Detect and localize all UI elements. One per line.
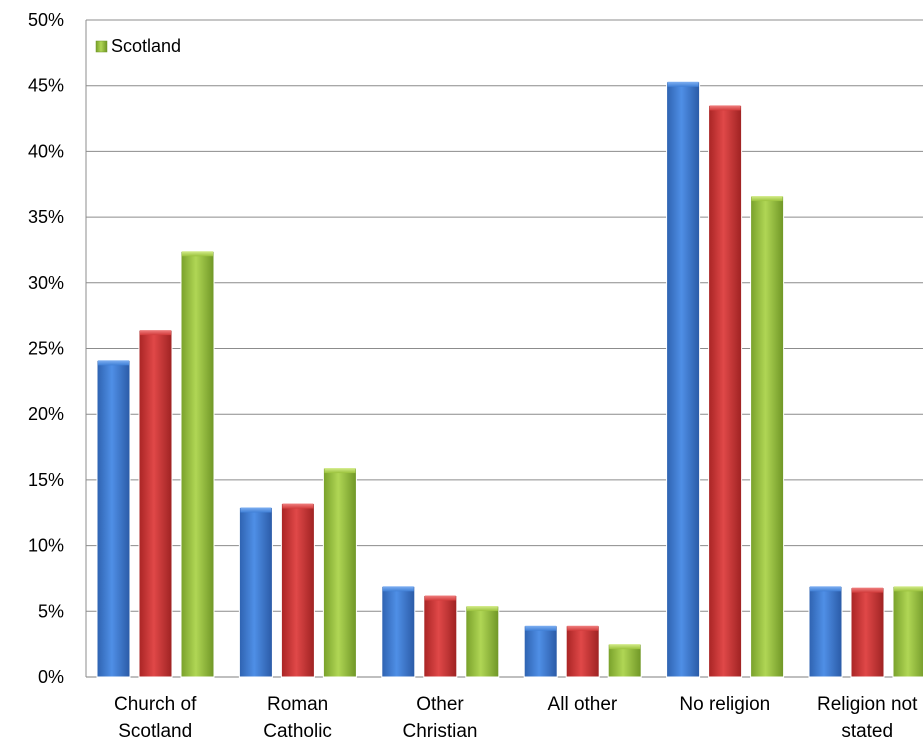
x-tick-label: All other xyxy=(548,694,618,715)
y-tick-label: 40% xyxy=(28,141,64,161)
bar-body xyxy=(423,595,458,678)
bar-body xyxy=(280,503,315,678)
bar-cap xyxy=(751,196,783,202)
bar-body xyxy=(708,104,743,678)
bar-body xyxy=(322,467,357,678)
bar-cap xyxy=(282,503,314,509)
bar-cap xyxy=(240,507,272,513)
bar-body xyxy=(238,506,273,678)
bar xyxy=(381,585,416,678)
bar-cap xyxy=(466,606,498,612)
bar xyxy=(138,329,173,678)
bar-cap xyxy=(382,586,414,592)
bar-body xyxy=(607,643,642,678)
bar xyxy=(423,595,458,678)
legend-swatch xyxy=(95,40,108,53)
bar-cap xyxy=(525,625,557,631)
y-axis-ticks: 0% 5% 10% 15% 20% 25% 30% 35% 40% 45% 50% xyxy=(28,10,64,687)
bar-body xyxy=(666,81,701,678)
bar xyxy=(708,104,743,678)
x-axis-labels: Church of Scotland Roman Catholic Other Chris… xyxy=(114,694,918,742)
bar-body xyxy=(808,585,843,678)
x-tick-label: Scotland xyxy=(118,721,192,742)
bar-body xyxy=(381,585,416,678)
bar xyxy=(523,625,558,678)
x-tick-label: No religion xyxy=(679,694,770,715)
legend-label: Scotland xyxy=(111,36,181,56)
bar xyxy=(892,585,923,678)
y-tick-label: 50% xyxy=(28,10,64,30)
bar-body xyxy=(565,625,600,678)
y-tick-label: 30% xyxy=(28,273,64,293)
bar-cap xyxy=(852,587,883,593)
bar xyxy=(465,605,500,678)
y-tick-label: 5% xyxy=(38,601,64,621)
bar-body xyxy=(850,587,885,678)
x-tick-label: Other xyxy=(416,694,464,715)
bar xyxy=(750,195,785,678)
legend: Scotland xyxy=(95,36,181,56)
y-tick-label: 35% xyxy=(28,207,64,227)
x-tick-label: Roman xyxy=(267,694,328,715)
bar-body xyxy=(180,250,215,678)
bar-cap xyxy=(810,586,841,592)
bar xyxy=(238,506,273,678)
x-tick-label: Church of xyxy=(114,694,197,715)
y-tick-label: 45% xyxy=(28,76,64,96)
bar xyxy=(808,585,843,678)
bar-cap xyxy=(667,81,699,87)
y-tick-label: 25% xyxy=(28,339,64,359)
x-tick-label: stated xyxy=(841,721,893,742)
bar-cap xyxy=(709,105,741,111)
bar-cap xyxy=(567,625,599,631)
bar xyxy=(666,81,701,678)
bar-cap xyxy=(424,595,456,601)
y-tick-label: 0% xyxy=(38,667,64,687)
bar xyxy=(565,625,600,678)
bar-cap xyxy=(609,644,641,650)
bar-body xyxy=(465,605,500,678)
bar xyxy=(96,359,131,678)
bar-body xyxy=(96,359,131,678)
bar xyxy=(607,643,642,678)
bar-cap xyxy=(98,360,129,366)
bar-body xyxy=(138,329,173,678)
x-tick-label: Christian xyxy=(403,721,478,742)
bar xyxy=(850,587,885,678)
bar-body xyxy=(523,625,558,678)
y-tick-label: 15% xyxy=(28,470,64,490)
bar-cap xyxy=(140,330,171,336)
bar-body xyxy=(750,195,785,678)
y-tick-label: 20% xyxy=(28,404,64,424)
x-tick-label: Religion not xyxy=(817,694,918,715)
gridlines xyxy=(85,19,923,678)
bar-body xyxy=(892,585,923,678)
bar-cap xyxy=(324,468,356,474)
bar-cap xyxy=(182,251,213,257)
bar xyxy=(180,250,215,678)
bar-cap xyxy=(894,586,923,592)
x-tick-label: Catholic xyxy=(263,721,332,742)
bar xyxy=(322,467,357,678)
y-tick-label: 10% xyxy=(28,536,64,556)
bars xyxy=(96,81,923,678)
bar xyxy=(280,503,315,678)
